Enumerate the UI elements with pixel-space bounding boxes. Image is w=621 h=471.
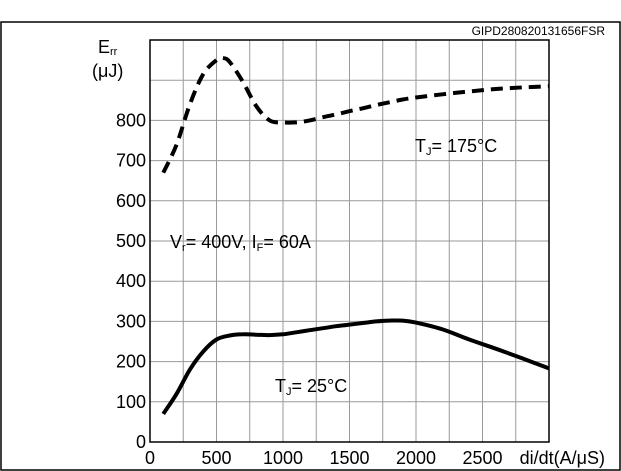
series-line-0 bbox=[161, 55, 550, 174]
x-tick-label: 1500 bbox=[329, 448, 369, 468]
y-tick-label: 200 bbox=[116, 352, 146, 372]
y-tick-label: 700 bbox=[116, 151, 146, 171]
x-axis-label: di/dt(A/μS) bbox=[520, 448, 605, 468]
y-tick-label: 600 bbox=[116, 191, 146, 211]
series bbox=[161, 55, 550, 415]
x-tick-label: 2000 bbox=[396, 448, 436, 468]
plot-area bbox=[149, 39, 550, 443]
y-axis-label: Err bbox=[98, 37, 118, 58]
condition-label: Vr= 400V, IF= 60A bbox=[170, 232, 311, 254]
grid bbox=[150, 40, 549, 442]
y-tick-label: 300 bbox=[116, 311, 146, 331]
x-tick-label: 2500 bbox=[462, 448, 502, 468]
y-tick-label: 800 bbox=[116, 110, 146, 130]
x-tick-label: 500 bbox=[201, 448, 231, 468]
y-tick-label: 500 bbox=[116, 231, 146, 251]
y-tick-label: 0 bbox=[136, 432, 146, 452]
x-tick-label: 0 bbox=[145, 448, 155, 468]
series-label-175c: TJ= 175°C bbox=[415, 136, 497, 158]
tick-labels: 0 500 1000 1500 2000 2500 0 100 200 300 400 500 600 7… bbox=[116, 110, 503, 468]
y-tick-label: 400 bbox=[116, 271, 146, 291]
series-line-1 bbox=[161, 318, 550, 415]
series-label-25c: TJ= 25°C bbox=[275, 376, 347, 398]
figure-code: GIPD280820131656FSR bbox=[472, 24, 606, 38]
y-axis-unit: (μJ) bbox=[92, 61, 123, 81]
y-tick-label: 100 bbox=[116, 392, 146, 412]
x-tick-label: 1000 bbox=[263, 448, 303, 468]
chart-frame bbox=[0, 21, 621, 471]
